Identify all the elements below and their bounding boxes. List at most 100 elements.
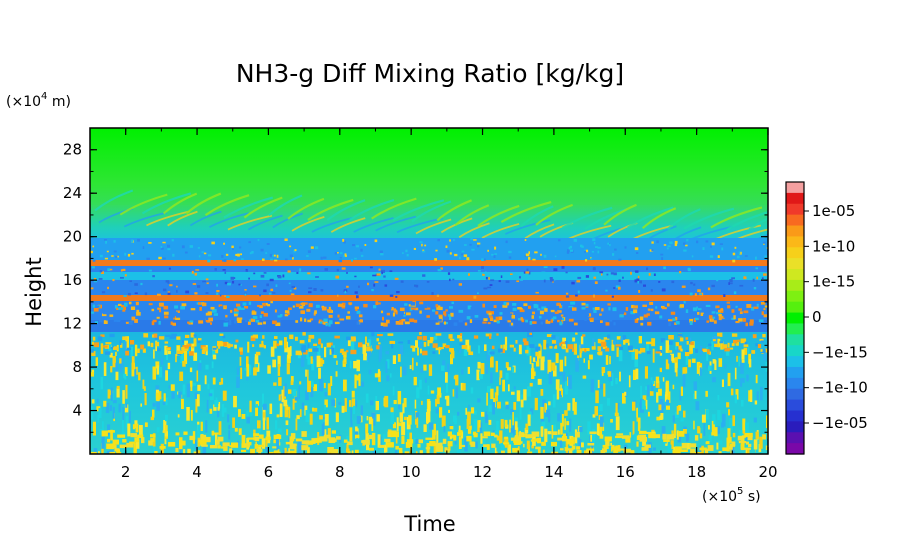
speckle: [713, 414, 716, 425]
speckle: [316, 304, 320, 308]
streak: [436, 199, 472, 222]
speckle: [733, 315, 736, 320]
speckle: [432, 429, 436, 440]
speckle: [467, 411, 471, 425]
speckle: [429, 441, 436, 447]
speckle: [495, 316, 499, 321]
speckle: [392, 422, 396, 429]
speckle: [291, 285, 295, 288]
speckle: [565, 439, 569, 453]
speckle: [471, 407, 475, 414]
speckle: [717, 395, 720, 401]
speckle: [419, 301, 424, 305]
speckle: [458, 436, 462, 449]
speckle: [395, 295, 398, 298]
speckle: [137, 434, 144, 438]
speckle: [566, 439, 574, 445]
speckle: [672, 450, 678, 454]
speckle: [683, 301, 686, 304]
speckle: [395, 434, 398, 444]
speckle: [148, 242, 152, 244]
speckle: [180, 305, 185, 310]
speckle: [742, 418, 746, 431]
speckle: [186, 383, 191, 398]
speckle: [711, 242, 715, 246]
speckle: [589, 354, 593, 360]
speckle: [605, 347, 610, 352]
speckle: [292, 257, 294, 260]
speckle: [476, 420, 480, 433]
speckle: [189, 351, 194, 356]
speckle: [175, 432, 180, 436]
speckle: [756, 276, 758, 280]
speckle: [701, 414, 706, 423]
speckle: [466, 257, 470, 261]
speckle: [613, 287, 616, 289]
speckle: [273, 434, 282, 439]
speckle: [732, 415, 735, 427]
speckle: [323, 382, 326, 389]
speckle: [242, 302, 247, 306]
speckle: [320, 256, 323, 260]
speckle: [276, 437, 280, 450]
speckle: [206, 282, 209, 285]
speckle: [308, 303, 313, 308]
speckle: [112, 406, 115, 419]
speckle: [597, 346, 602, 351]
speckle: [562, 433, 567, 437]
speckle: [154, 451, 158, 454]
speckle: [623, 448, 631, 453]
x-tick-label: 14: [544, 463, 563, 481]
speckle: [299, 340, 305, 344]
speckle: [473, 419, 478, 432]
speckle: [146, 257, 150, 260]
speckle: [454, 418, 457, 425]
speckle: [241, 414, 246, 419]
speckle: [99, 270, 103, 273]
speckle: [535, 351, 539, 357]
speckle: [148, 269, 152, 272]
speckle: [449, 278, 451, 282]
speckle: [550, 309, 555, 313]
speckle: [461, 317, 466, 321]
speckle: [91, 311, 95, 314]
speckle: [568, 318, 574, 322]
colorbar-swatch: [786, 399, 804, 412]
speckle: [105, 403, 110, 413]
speckle: [589, 431, 597, 435]
speckle: [741, 399, 744, 407]
speckle: [707, 349, 710, 355]
speckle: [475, 441, 478, 449]
speckle: [125, 350, 129, 356]
speckle: [300, 310, 305, 314]
speckle: [496, 420, 499, 434]
y-tick-label: 24: [63, 184, 82, 202]
speckle: [566, 421, 570, 426]
speckle: [92, 421, 96, 436]
streak: [371, 197, 417, 220]
speckle: [356, 321, 360, 325]
speckle: [753, 287, 757, 290]
speckle: [276, 318, 281, 323]
speckle: [516, 390, 521, 402]
speckle: [693, 318, 696, 322]
speckle: [603, 320, 608, 323]
speckle: [333, 355, 337, 359]
speckle: [176, 289, 178, 293]
speckle: [525, 271, 530, 274]
speckle: [587, 360, 590, 370]
speckle: [513, 402, 517, 410]
speckle: [492, 430, 495, 435]
speckle: [378, 268, 381, 271]
speckle: [109, 314, 114, 317]
colorbar-swatch: [786, 258, 804, 270]
speckle: [416, 362, 418, 366]
speckle: [599, 404, 603, 412]
speckle: [560, 384, 562, 392]
speckle: [231, 442, 239, 448]
speckle: [752, 334, 757, 339]
speckle: [244, 306, 249, 309]
speckle: [404, 416, 407, 421]
speckle: [650, 308, 654, 312]
speckle: [537, 378, 542, 385]
